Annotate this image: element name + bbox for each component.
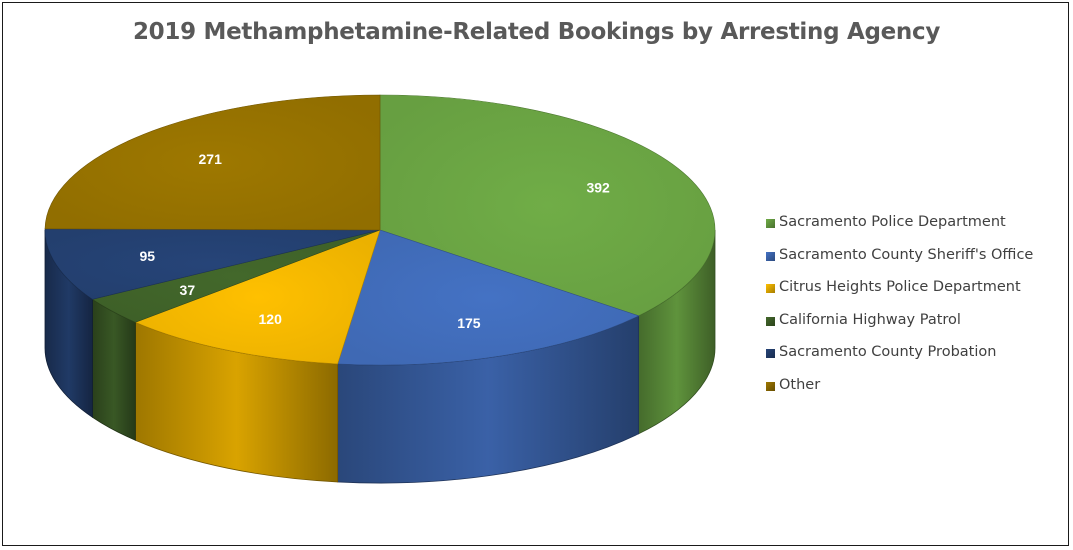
legend: Sacramento Police Department Sacramento C… <box>766 206 1033 401</box>
legend-item-sacramento-county-probation: Sacramento County Probation <box>766 336 1033 369</box>
pie-tops <box>44 94 716 366</box>
data-label-sacramento-county-sheriff-s-office: 175 <box>457 315 481 331</box>
legend-label: Other <box>779 376 821 393</box>
legend-item-sacramento-police-department: Sacramento Police Department <box>766 206 1033 239</box>
data-label-other: 271 <box>199 151 223 167</box>
data-label-california-highway-patrol: 37 <box>180 282 196 298</box>
data-label-sacramento-police-department: 392 <box>586 179 610 195</box>
legend-swatch <box>766 251 775 261</box>
legend-label: Sacramento County Probation <box>779 344 997 361</box>
pie-slice-citrus-heights-police-department <box>134 229 381 365</box>
pie-slice-other <box>44 94 381 231</box>
legend-item-other: Other <box>766 369 1033 402</box>
legend-swatch <box>766 284 775 294</box>
legend-item-sacramento-county-sheriff-s-office: Sacramento County Sheriff's Office <box>766 239 1033 272</box>
pie-sides <box>44 229 716 484</box>
pie-labels: 392 175 120 37 95 271 <box>139 151 610 331</box>
chart-title: 2019 Methamphetamine-Related Bookings by… <box>132 19 941 45</box>
legend-item-citrus-heights-police-department: Citrus Heights Police Department <box>766 271 1033 304</box>
pie-slice-sacramento-county-sheriff-s-office <box>337 229 640 366</box>
pie-slice-sacramento-police-department <box>379 94 716 317</box>
data-label-sacramento-county-probation: 95 <box>139 248 155 264</box>
legend-swatch <box>766 381 775 391</box>
legend-label: Sacramento County Sheriff's Office <box>779 246 1034 263</box>
legend-swatch <box>766 316 775 326</box>
pie-slice-sacramento-county-probation <box>44 228 381 300</box>
legend-swatch <box>766 219 775 229</box>
legend-label: California Highway Patrol <box>779 311 961 328</box>
legend-label: Sacramento Police Department <box>779 214 1006 231</box>
data-label-citrus-heights-police-department: 120 <box>259 311 283 327</box>
legend-label: Citrus Heights Police Department <box>779 279 1021 296</box>
pie-side-california-highway-patrol <box>92 298 136 441</box>
legend-item-california-highway-patrol: California Highway Patrol <box>766 304 1033 337</box>
legend-swatch <box>766 349 775 359</box>
